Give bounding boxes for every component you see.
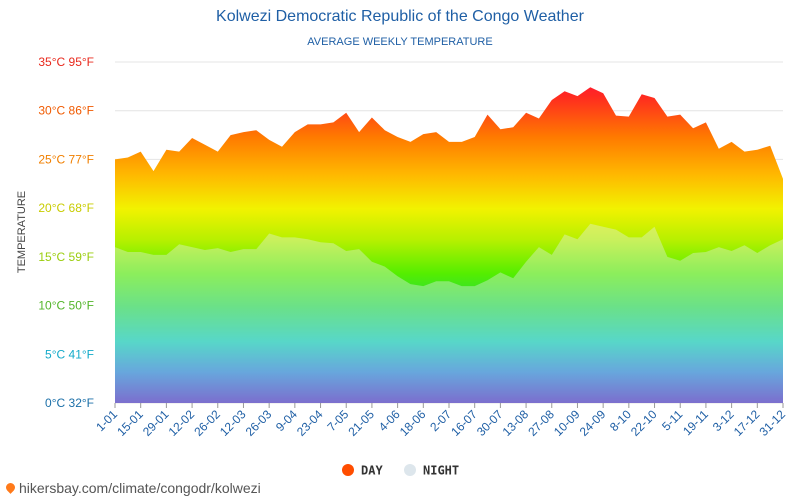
y-axis-ticks: 0°C 32°F 5°C 41°F 10°C 50°F 15°C 59°F 20°C 6… <box>38 55 94 410</box>
y-tick-label: 0°C 32°F <box>45 396 94 410</box>
legend-day-label: DAY <box>361 464 383 478</box>
day-temperature-area <box>115 87 783 404</box>
x-tick-label: 26-03 <box>243 407 275 439</box>
y-tick-label: 20°C 68°F <box>38 201 94 215</box>
x-tick-label: 15-01 <box>114 407 146 439</box>
legend-night-label: NIGHT <box>423 464 459 478</box>
x-tick-label: 10-09 <box>551 407 583 439</box>
source-credit[interactable]: hikersbay.com/climate/congodr/kolwezi <box>4 480 261 496</box>
x-tick-label: 23-04 <box>294 407 326 439</box>
chart-subtitle: AVERAGE WEEKLY TEMPERATURE <box>307 36 493 48</box>
night-temperature-area <box>115 223 783 403</box>
x-axis-ticks: 1-0115-0129-0112-0226-0212-0326-039-0423… <box>93 403 788 439</box>
x-tick-label: 31-12 <box>757 407 789 439</box>
x-tick-label: 26-02 <box>191 407 223 439</box>
y-tick-label: 10°C 50°F <box>38 299 94 313</box>
x-tick-label: 12-03 <box>217 407 249 439</box>
legend-day-marker <box>342 464 354 476</box>
x-tick-label: 29-01 <box>140 407 172 439</box>
chart-legend: DAY NIGHT <box>342 464 459 478</box>
x-tick-label: 30-07 <box>474 407 506 439</box>
location-pin-icon <box>4 481 17 494</box>
legend-night-marker <box>404 464 416 476</box>
chart-title: Kolwezi Democratic Republic of the Congo… <box>216 8 584 25</box>
x-tick-label: 17-12 <box>731 407 763 439</box>
x-tick-label: 19-11 <box>680 407 711 438</box>
x-tick-label: 24-09 <box>577 407 609 439</box>
y-tick-label: 5°C 41°F <box>45 347 94 361</box>
y-tick-label: 25°C 77°F <box>38 152 94 166</box>
x-tick-label: 27-08 <box>525 407 557 439</box>
y-tick-label: 15°C 59°F <box>38 250 94 264</box>
source-credit-link[interactable]: hikersbay.com/climate/congodr/kolwezi <box>19 480 261 496</box>
x-tick-label: 16-07 <box>448 407 480 439</box>
x-tick-label: 21-05 <box>345 407 377 439</box>
x-tick-label: 13-08 <box>500 407 532 439</box>
x-tick-label: 22-10 <box>628 407 660 439</box>
x-tick-label: 18-06 <box>397 407 429 439</box>
x-tick-label: 12-02 <box>166 407 198 439</box>
y-tick-label: 35°C 95°F <box>38 55 94 69</box>
y-axis-label: TEMPERATURE <box>16 191 28 273</box>
y-tick-label: 30°C 86°F <box>38 104 94 118</box>
